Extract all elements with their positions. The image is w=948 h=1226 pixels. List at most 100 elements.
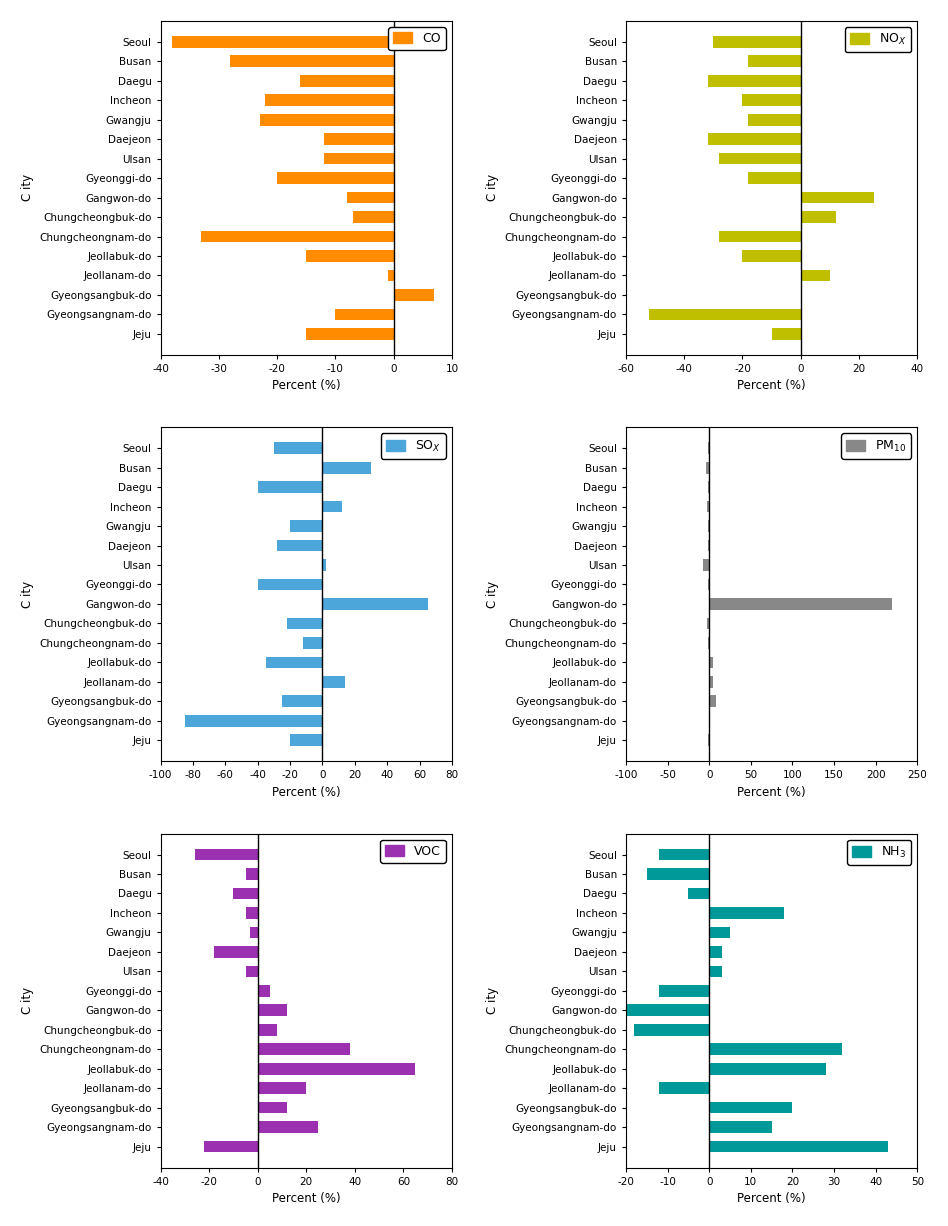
Bar xyxy=(388,270,393,281)
Bar xyxy=(258,1004,287,1016)
Bar xyxy=(706,618,709,629)
Bar xyxy=(707,482,709,493)
Bar xyxy=(258,1063,415,1074)
Bar xyxy=(246,868,258,880)
Bar xyxy=(250,927,258,938)
Y-axis label: C ity: C ity xyxy=(486,581,500,608)
Bar xyxy=(274,443,322,454)
Bar xyxy=(709,695,716,707)
Bar xyxy=(709,927,730,938)
Bar xyxy=(801,211,836,223)
X-axis label: Percent (%): Percent (%) xyxy=(272,380,340,392)
Legend: VOC: VOC xyxy=(380,840,446,863)
Bar xyxy=(194,848,258,861)
Bar xyxy=(772,329,801,340)
Bar xyxy=(185,715,322,727)
Y-axis label: C ity: C ity xyxy=(486,987,500,1014)
Bar xyxy=(707,539,709,552)
Bar xyxy=(260,114,393,125)
Bar xyxy=(720,230,801,243)
Bar xyxy=(265,656,322,668)
X-axis label: Percent (%): Percent (%) xyxy=(738,380,806,392)
Y-axis label: C ity: C ity xyxy=(21,987,34,1014)
Bar xyxy=(322,598,428,609)
Bar xyxy=(709,656,713,668)
Bar xyxy=(173,36,393,48)
Bar xyxy=(720,153,801,164)
Bar xyxy=(301,75,393,87)
Bar xyxy=(258,1043,350,1056)
Y-axis label: C ity: C ity xyxy=(21,581,34,608)
Legend: CO: CO xyxy=(389,27,446,50)
Bar xyxy=(258,579,322,590)
Bar xyxy=(265,94,393,107)
Bar xyxy=(258,1102,287,1113)
Bar xyxy=(748,114,801,125)
Bar xyxy=(287,618,322,629)
Bar xyxy=(214,946,258,958)
Bar xyxy=(277,539,322,552)
Bar xyxy=(306,329,393,340)
Bar xyxy=(647,868,709,880)
Bar xyxy=(322,500,342,512)
Bar xyxy=(713,36,801,48)
Bar xyxy=(742,250,801,262)
Bar xyxy=(707,579,709,590)
Bar xyxy=(322,559,326,571)
Bar xyxy=(322,462,371,473)
Bar xyxy=(323,134,393,145)
Bar xyxy=(748,173,801,184)
Bar xyxy=(709,966,721,977)
Bar xyxy=(258,1024,277,1036)
Bar xyxy=(707,443,709,454)
Legend: PM$_{10}$: PM$_{10}$ xyxy=(841,434,911,459)
Bar xyxy=(290,734,322,747)
Bar xyxy=(709,1122,772,1133)
Bar xyxy=(290,520,322,532)
Bar xyxy=(282,695,322,707)
Bar xyxy=(709,1140,888,1152)
Bar xyxy=(246,907,258,918)
Bar xyxy=(303,638,322,649)
Bar xyxy=(246,966,258,977)
Bar xyxy=(634,1024,709,1036)
Bar xyxy=(230,55,393,67)
Bar xyxy=(709,676,713,688)
Bar xyxy=(204,1140,258,1152)
Bar xyxy=(336,309,393,320)
Bar xyxy=(707,520,709,532)
Bar xyxy=(233,888,258,900)
Bar xyxy=(706,500,709,512)
Bar xyxy=(707,134,801,145)
X-axis label: Percent (%): Percent (%) xyxy=(272,1192,340,1205)
Bar xyxy=(323,153,393,164)
X-axis label: Percent (%): Percent (%) xyxy=(738,1192,806,1205)
Bar xyxy=(201,230,393,243)
Legend: NO$_X$: NO$_X$ xyxy=(845,27,911,53)
Bar xyxy=(258,984,270,997)
Bar xyxy=(626,1004,709,1016)
X-axis label: Percent (%): Percent (%) xyxy=(272,786,340,799)
Bar xyxy=(709,1102,793,1113)
Legend: NH$_3$: NH$_3$ xyxy=(848,840,911,864)
Bar xyxy=(709,1063,826,1074)
Bar xyxy=(306,250,393,262)
Bar xyxy=(258,482,322,493)
Bar xyxy=(707,75,801,87)
Bar xyxy=(709,907,784,918)
Bar xyxy=(258,1122,319,1133)
Bar xyxy=(659,984,709,997)
Bar xyxy=(393,289,434,300)
Bar xyxy=(649,309,801,320)
Bar xyxy=(258,1083,306,1094)
Bar xyxy=(801,270,830,281)
Bar xyxy=(659,1083,709,1094)
Bar xyxy=(801,191,874,204)
Bar xyxy=(707,638,709,649)
Bar xyxy=(353,211,393,223)
Legend: SO$_X$: SO$_X$ xyxy=(381,434,446,459)
Bar xyxy=(742,94,801,107)
Y-axis label: C ity: C ity xyxy=(486,174,500,201)
Bar xyxy=(707,734,709,747)
Bar xyxy=(688,888,709,900)
